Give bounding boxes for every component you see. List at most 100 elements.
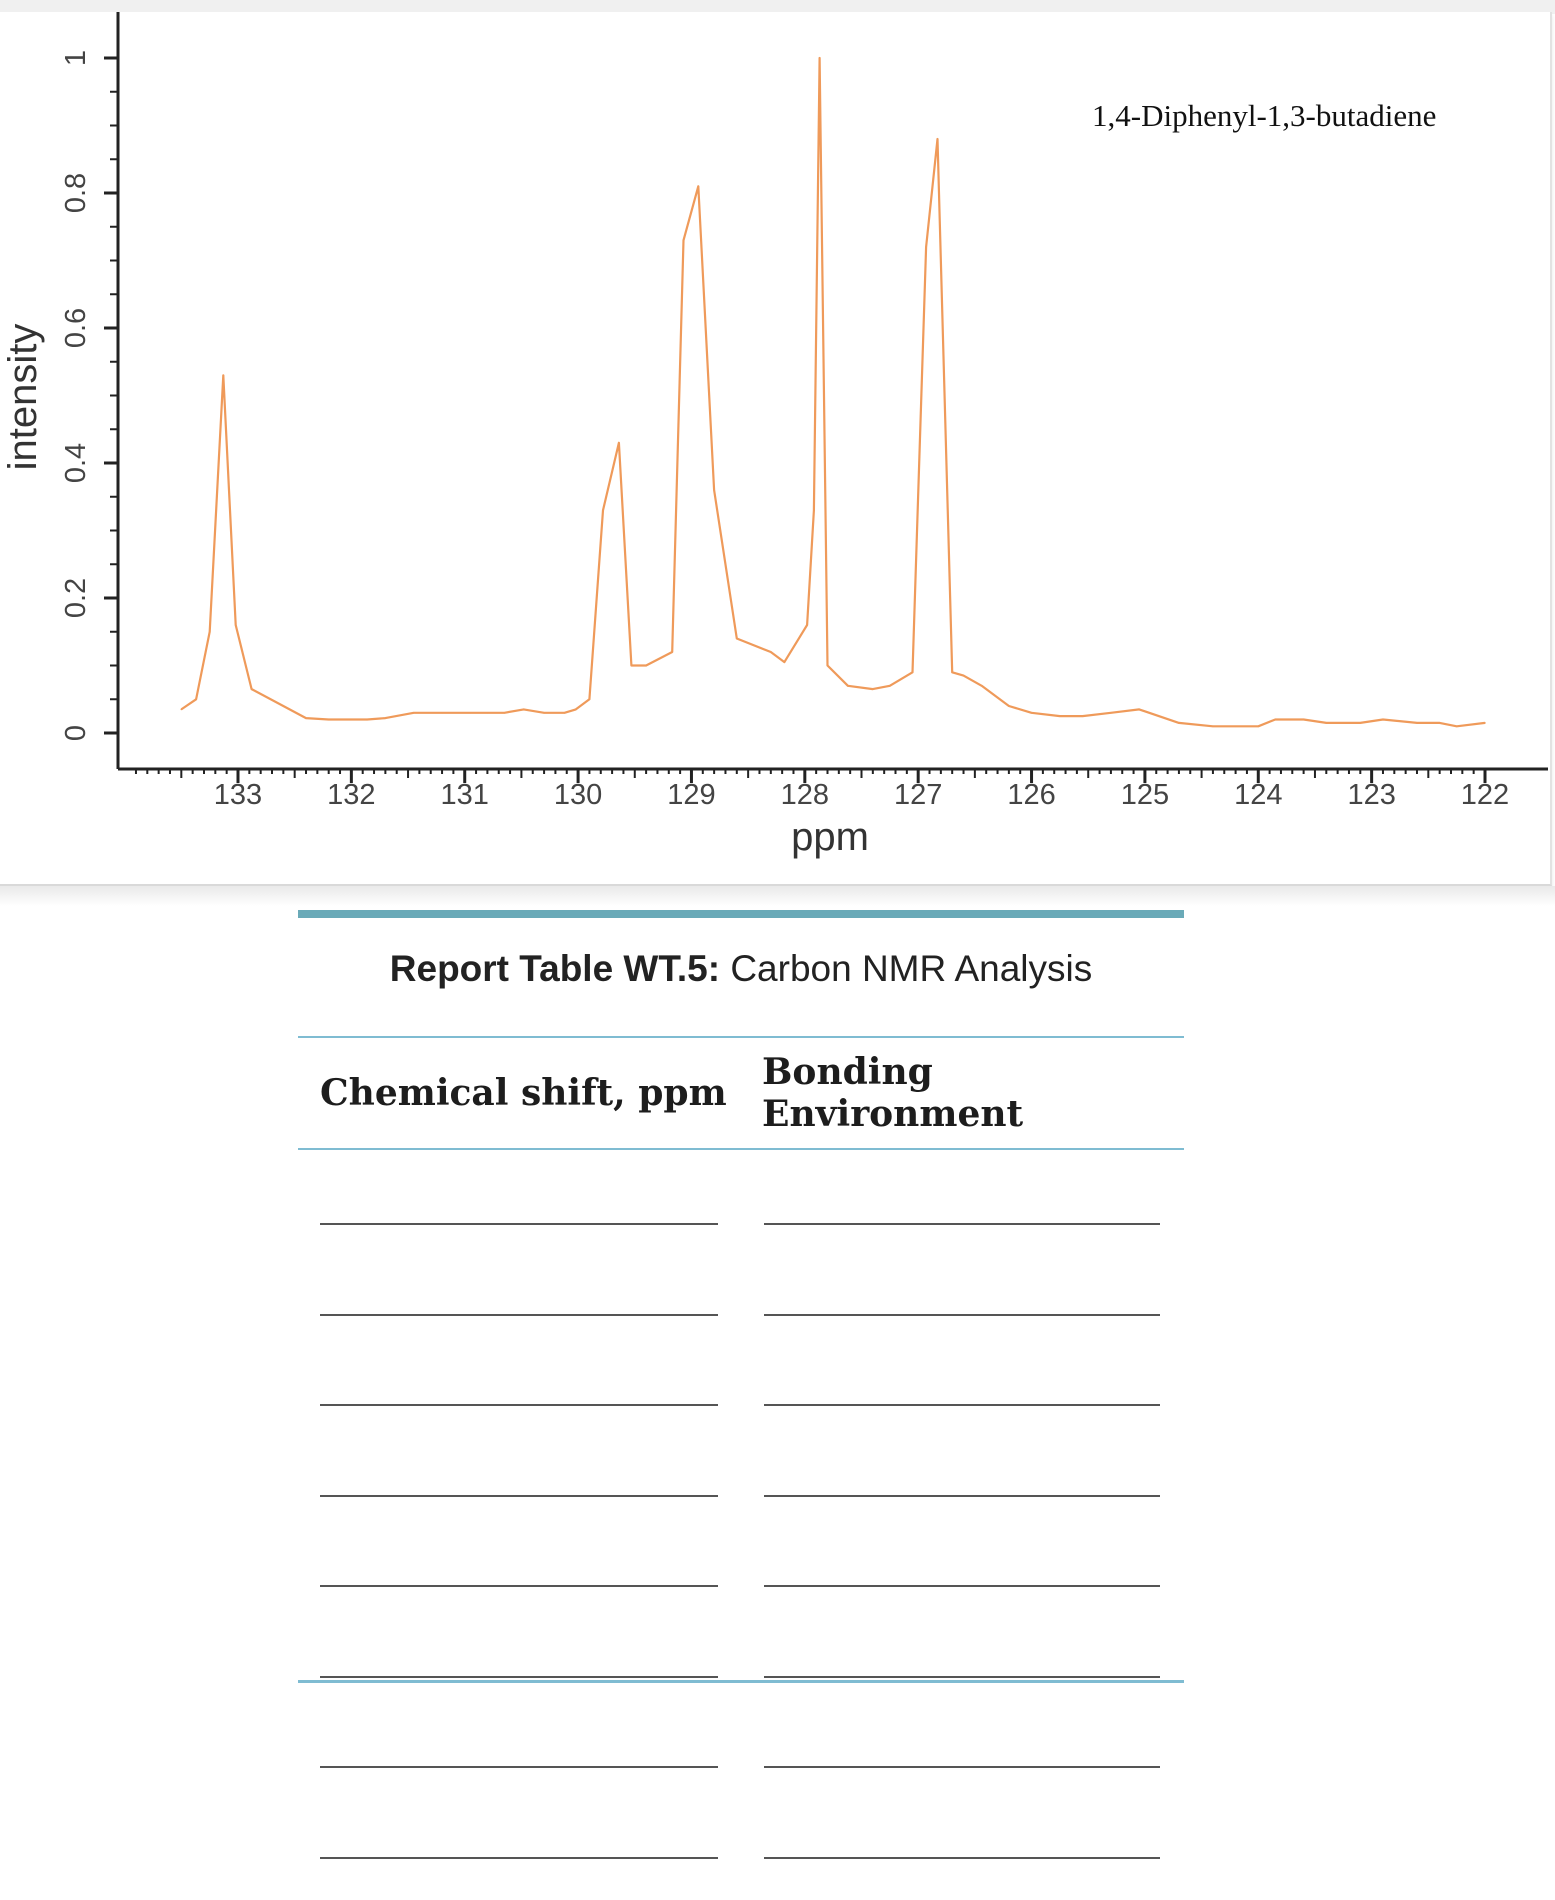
spectrum-point: [486, 712, 489, 714]
chemical-shift-blank-3[interactable]: [320, 1404, 718, 1406]
header-top-rule: [298, 1036, 1184, 1038]
spectrum-point: [350, 718, 353, 721]
spectrum-point: [180, 708, 183, 711]
spectrum-point: [889, 685, 891, 687]
chemical-shift-blank-8[interactable]: [320, 1856, 718, 1859]
column-header-chemical-shift: Chemical shift, ppm: [320, 1072, 727, 1114]
compound-name-annotation: 1,4-Diphenyl-1,3-butadiene: [1092, 98, 1436, 133]
report-table-top-bar: [298, 910, 1184, 918]
spectrum-point: [195, 698, 197, 701]
spectrum-point: [1178, 722, 1180, 724]
x-tick-label-132: 132: [327, 779, 375, 811]
spectrum-point: [469, 712, 472, 714]
spectrum-point: [1257, 725, 1260, 728]
spectrum-point: [1059, 715, 1061, 717]
x-tick-label-133: 133: [214, 779, 262, 811]
spectrum-point: [951, 671, 953, 674]
spectrum-point: [588, 698, 591, 701]
spectrum-point: [818, 57, 821, 59]
spectrum-point: [563, 712, 566, 714]
report-table-title: Report Table WT.5: Carbon NMR Analysis: [298, 948, 1184, 990]
y-tick-label-0: 0: [60, 725, 92, 741]
bonding-environment-blank-3[interactable]: [764, 1404, 1160, 1406]
spectrum-point: [543, 712, 545, 714]
spectrum-point: [522, 708, 525, 711]
x-tick-label-131: 131: [441, 779, 489, 811]
spectrum-point: [1325, 722, 1328, 724]
x-tick-label-128: 128: [781, 779, 829, 811]
spectrum-point: [234, 624, 237, 626]
bonding-environment-blank-5[interactable]: [764, 1585, 1160, 1587]
y-axis-title: intensity: [1, 324, 45, 471]
spectrum-point: [602, 509, 604, 512]
spectrum-point: [1416, 722, 1418, 724]
chemical-shift-blank-4[interactable]: [320, 1494, 718, 1497]
bonding-environment-blank-4[interactable]: [764, 1494, 1160, 1497]
spectrum-point: [1438, 722, 1441, 724]
spectrum-point: [925, 246, 927, 248]
spectrum-line-0: [180, 56, 1486, 728]
spectrum-point: [911, 671, 914, 674]
spectrum-point: [713, 489, 715, 491]
bonding-environment-blank-6[interactable]: [764, 1675, 1160, 1678]
spectrum-point: [503, 712, 506, 714]
spectrum-point: [1008, 705, 1010, 707]
bonding-environment-blank-1[interactable]: [764, 1223, 1160, 1225]
spectrum-point: [282, 705, 285, 707]
spectrum-point: [222, 374, 225, 377]
x-tick-label-129: 129: [667, 779, 715, 811]
chemical-shift-blank-5[interactable]: [320, 1585, 718, 1587]
spectrum-point: [1212, 725, 1214, 728]
spectrum-point: [441, 712, 443, 714]
y-tick-label-0.2: 0.2: [60, 578, 92, 618]
report-table-header: Chemical shift, ppm Bonding Environment: [298, 1038, 1184, 1148]
header-bottom-rule: [298, 1148, 1184, 1150]
y-tick-label-0.8: 0.8: [60, 173, 92, 213]
spectrum-point: [366, 718, 369, 721]
spectrum-point: [783, 661, 786, 663]
spectrum-point: [847, 685, 849, 687]
report-table: Report Table WT.5: Carbon NMR Analysis C…: [298, 910, 1184, 1900]
chemical-shift-blank-6[interactable]: [320, 1675, 718, 1678]
spectrum-point: [630, 664, 633, 667]
spectrum-point: [1382, 718, 1384, 721]
chemical-shift-blank-7[interactable]: [320, 1766, 718, 1768]
x-axis-title: ppm: [791, 815, 869, 859]
spectrum-point: [412, 712, 415, 714]
spectrum-point: [872, 688, 874, 690]
bonding-environment-blank-2[interactable]: [764, 1313, 1160, 1316]
x-tick-label-127: 127: [894, 779, 942, 811]
bonding-environment-blank-8[interactable]: [764, 1856, 1160, 1859]
spectrum-point: [1359, 722, 1362, 724]
report-table-rows: [298, 1150, 1184, 1900]
chemical-shift-blank-2[interactable]: [320, 1313, 718, 1316]
spectrum-point: [1234, 725, 1237, 728]
spectrum-point: [1081, 715, 1084, 717]
bonding-environment-blank-7[interactable]: [764, 1766, 1160, 1768]
top-band: [0, 0, 1555, 14]
x-tick-label-130: 130: [554, 779, 602, 811]
report-table-title-bold: Report Table WT.5:: [389, 948, 721, 989]
report-table-title-rest: Carbon NMR Analysis: [720, 948, 1093, 989]
chemical-shift-blank-1[interactable]: [320, 1223, 718, 1225]
report-table-bottom-rule: [298, 1680, 1184, 1683]
x-tick-label-125: 125: [1121, 779, 1169, 811]
spectrum-point: [1110, 712, 1112, 714]
spectrum-point: [962, 674, 965, 677]
spectrum-point: [645, 664, 647, 667]
spectrum-point: [936, 138, 939, 140]
spectrum-point: [697, 185, 700, 188]
spectrum-point: [1455, 725, 1458, 728]
y-tick-label-0.4: 0.4: [60, 443, 92, 483]
spectrum-point: [1302, 718, 1305, 721]
x-tick-label-122: 122: [1461, 779, 1509, 811]
spectrum-point: [826, 664, 829, 667]
y-tick-label-0.6: 0.6: [60, 308, 92, 348]
panel-shadow: [0, 886, 1555, 906]
spectrum-point: [327, 718, 330, 721]
spectrum-point: [1274, 718, 1277, 721]
y-tick-label-1: 1: [60, 50, 92, 66]
spectrum-point: [671, 651, 673, 653]
spectrum-point: [208, 631, 211, 633]
spectrum-point: [682, 239, 685, 242]
